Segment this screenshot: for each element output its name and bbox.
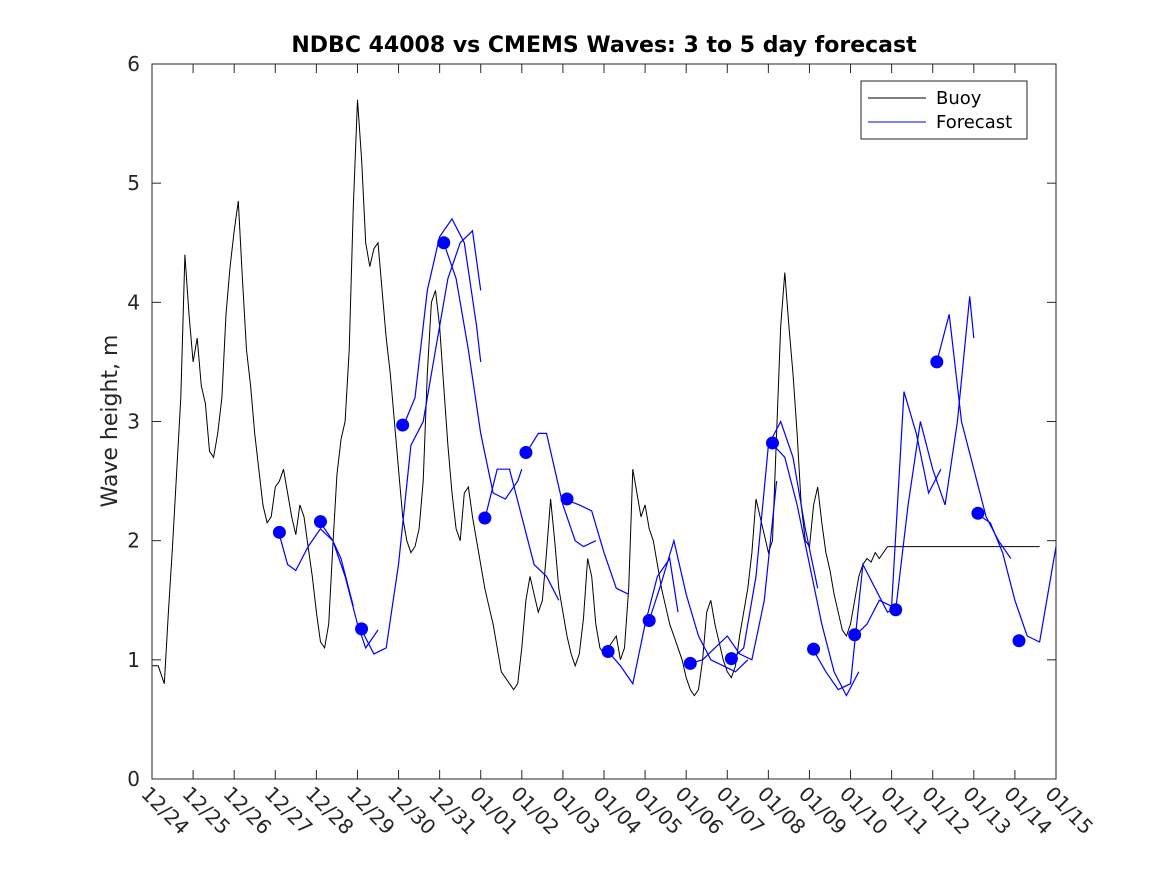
forecast-marker	[807, 642, 821, 656]
forecast-series-line	[854, 391, 942, 637]
forecast-series-line	[402, 217, 482, 428]
legend-forecast-label: Forecast	[936, 112, 1012, 133]
forecast-series-line	[936, 314, 1012, 559]
x-tick-label: 01/15	[1040, 782, 1098, 840]
forecast-series-line	[361, 229, 482, 655]
forecast-series-line	[484, 468, 560, 601]
y-tick-label: 0	[127, 767, 140, 791]
data-layer	[152, 99, 1057, 697]
forecast-series-line	[525, 432, 597, 548]
chart-title: NDBC 44008 vs CMEMS Waves: 3 to 5 day fo…	[291, 33, 917, 58]
forecast-series-line	[278, 527, 354, 607]
forecast-series-line	[566, 499, 629, 595]
buoy-series-line	[152, 99, 1040, 697]
y-tick-label: 2	[127, 529, 140, 553]
forecast-marker	[1012, 634, 1026, 648]
forecast-marker	[642, 614, 656, 628]
forecast-marker	[437, 236, 451, 250]
forecast-series-line	[977, 514, 1057, 643]
forecast-series-line	[772, 443, 860, 697]
y-tick-label: 3	[127, 410, 140, 434]
forecast-marker	[396, 418, 410, 432]
forecast-series-line	[648, 538, 749, 673]
forecast-series-line	[730, 419, 819, 661]
forecast-series-line	[690, 481, 778, 664]
forecast-marker	[355, 622, 369, 636]
forecast-series-line	[813, 562, 901, 691]
forecast-marker	[313, 515, 327, 529]
legend: Buoy Forecast	[860, 80, 1028, 140]
plot-area	[152, 64, 1056, 779]
forecast-marker	[724, 652, 738, 666]
forecast-marker	[765, 436, 779, 450]
y-tick-label: 5	[127, 171, 140, 195]
forecast-marker	[519, 445, 533, 459]
y-tick-label: 4	[127, 290, 140, 314]
legend-buoy-label: Buoy	[936, 88, 982, 109]
y-axis-label: Wave height, m	[98, 335, 123, 508]
forecast-series-line	[895, 296, 975, 610]
forecast-marker	[601, 644, 615, 658]
y-tick-label: 1	[127, 648, 140, 672]
forecast-series-line	[320, 522, 379, 650]
forecast-marker	[930, 355, 944, 369]
forecast-marker	[683, 656, 697, 670]
forecast-series-line	[443, 242, 523, 500]
forecast-marker	[478, 511, 492, 525]
forecast-marker	[560, 492, 574, 506]
y-tick-label: 6	[127, 52, 140, 76]
forecast-marker	[848, 628, 862, 642]
forecast-marker	[971, 506, 985, 520]
forecast-marker	[889, 603, 903, 617]
forecast-marker	[272, 525, 286, 539]
legend-box	[860, 80, 1028, 140]
